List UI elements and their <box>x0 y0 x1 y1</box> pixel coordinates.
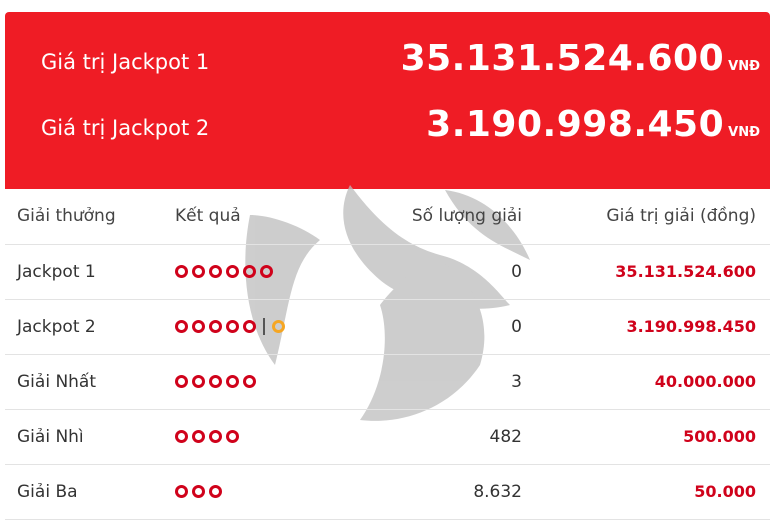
header-count: Số lượng giải <box>365 189 530 245</box>
winner-count: 482 <box>365 409 530 465</box>
table-row: Giải Ba 8.632 50.000 <box>5 464 770 520</box>
bonus-divider <box>263 318 265 335</box>
ball-icon <box>192 320 205 333</box>
ball-icon <box>175 265 188 278</box>
ball-icon <box>209 265 222 278</box>
jackpot-1-row: Giá trị Jackpot 1 35.131.524.600 VNĐ <box>5 34 770 94</box>
table-row: Giải Nhất 3 40.000.000 <box>5 354 770 410</box>
header-value: Giá trị giải (đồng) <box>530 189 770 245</box>
ball-icon <box>175 375 188 388</box>
bonus-ball-icon <box>272 320 285 333</box>
ball-icon <box>226 375 239 388</box>
ball-icon <box>243 320 256 333</box>
ball-icon <box>243 375 256 388</box>
prize-value: 40.000.000 <box>530 354 770 410</box>
results-table: Giải thưởng Kết quả Số lượng giải Giá tr… <box>5 189 770 520</box>
prize-value: 35.131.524.600 <box>530 244 770 300</box>
jackpot-2-amount: 3.190.998.450 <box>426 104 725 145</box>
jackpot-2-label: Giá trị Jackpot 2 <box>41 116 210 140</box>
ball-icon <box>175 430 188 443</box>
winner-count: 0 <box>365 299 530 355</box>
result-balls <box>175 299 365 355</box>
ball-icon <box>209 485 222 498</box>
result-balls <box>175 244 365 300</box>
jackpot-2-unit: VNĐ <box>728 125 760 140</box>
winner-count: 3 <box>365 354 530 410</box>
ball-icon <box>243 265 256 278</box>
ball-icon <box>192 375 205 388</box>
prize-name: Jackpot 2 <box>5 299 175 355</box>
header-prize: Giải thưởng <box>5 189 175 245</box>
result-balls <box>175 464 365 520</box>
jackpot-header: Giá trị Jackpot 1 35.131.524.600 VNĐ Giá… <box>5 12 770 189</box>
ball-icon <box>226 265 239 278</box>
prize-name: Giải Nhì <box>5 409 175 465</box>
ball-icon <box>260 265 273 278</box>
winner-count: 0 <box>365 244 530 300</box>
jackpot-1-amount: 35.131.524.600 <box>400 38 725 79</box>
ball-icon <box>192 485 205 498</box>
table-header-row: Giải thưởng Kết quả Số lượng giải Giá tr… <box>5 189 770 245</box>
prize-value: 500.000 <box>530 409 770 465</box>
winner-count: 8.632 <box>365 464 530 520</box>
ball-icon <box>192 265 205 278</box>
result-balls <box>175 354 365 410</box>
jackpot-1-label: Giá trị Jackpot 1 <box>41 50 210 74</box>
header-result: Kết quả <box>175 189 365 245</box>
table-row: Jackpot 1 0 35.131.524.600 <box>5 244 770 300</box>
ball-icon <box>175 320 188 333</box>
ball-icon <box>175 485 188 498</box>
prize-name: Jackpot 1 <box>5 244 175 300</box>
ball-icon <box>226 430 239 443</box>
jackpot-1-unit: VNĐ <box>728 59 760 74</box>
table-row: Jackpot 2 0 3.190.998.450 <box>5 299 770 355</box>
jackpot-1-value: 35.131.524.600 VNĐ <box>401 38 760 79</box>
prize-name: Giải Ba <box>5 464 175 520</box>
ball-icon <box>226 320 239 333</box>
ball-icon <box>209 430 222 443</box>
jackpot-2-value: 3.190.998.450 VNĐ <box>426 104 760 145</box>
ball-icon <box>192 430 205 443</box>
prize-name: Giải Nhất <box>5 354 175 410</box>
ball-icon <box>209 320 222 333</box>
result-balls <box>175 409 365 465</box>
table-row: Giải Nhì 482 500.000 <box>5 409 770 465</box>
prize-value: 3.190.998.450 <box>530 299 770 355</box>
prize-value: 50.000 <box>530 464 770 520</box>
jackpot-2-row: Giá trị Jackpot 2 3.190.998.450 VNĐ <box>5 100 770 160</box>
ball-icon <box>209 375 222 388</box>
